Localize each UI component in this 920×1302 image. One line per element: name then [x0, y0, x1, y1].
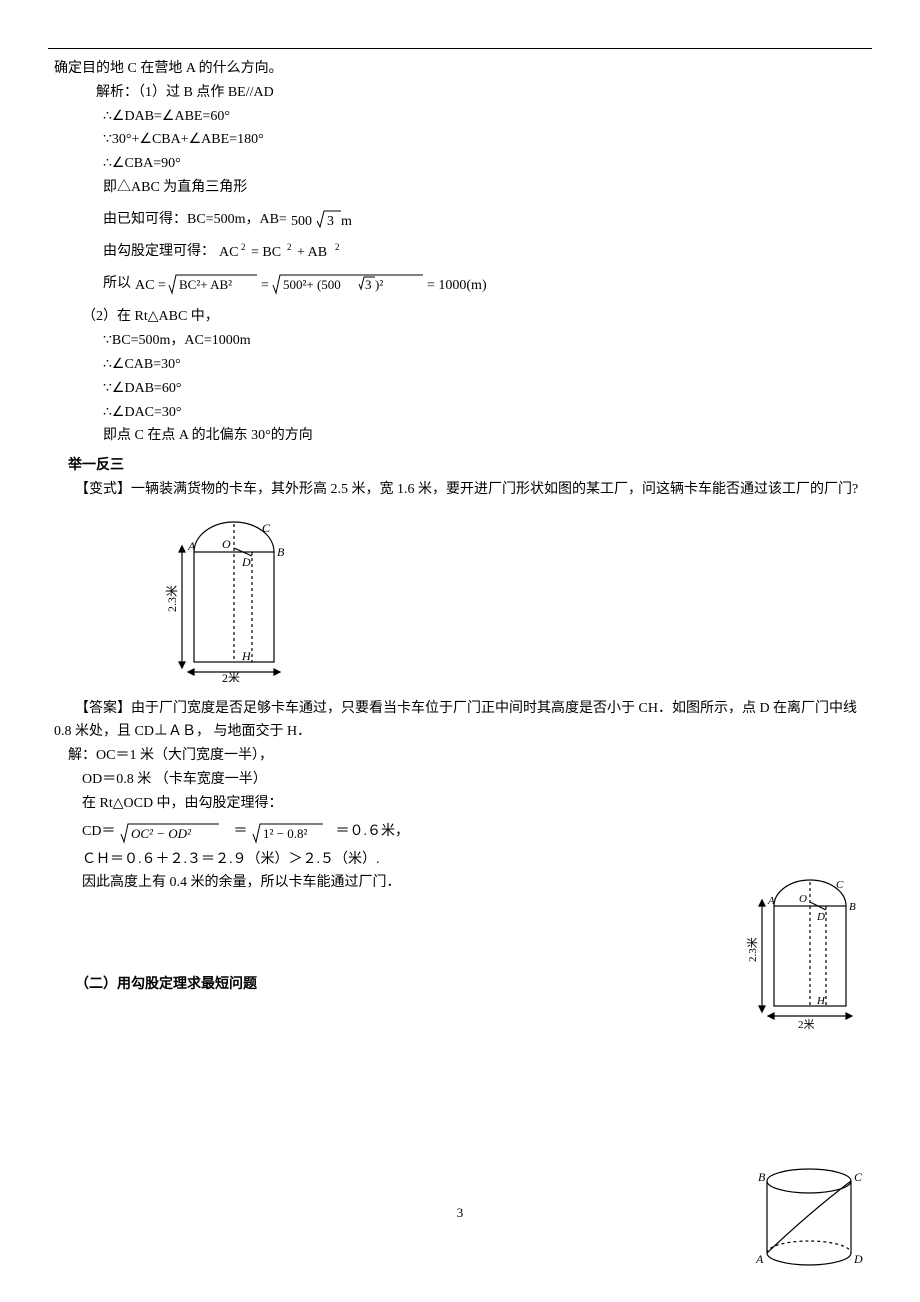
label-B: B — [758, 1170, 766, 1184]
label-H: H — [816, 995, 826, 1007]
svg-text:OC² − OD²: OC² − OD² — [131, 826, 192, 841]
label-width: 2米 — [798, 1018, 815, 1030]
text-line: ∵30°+∠CBA+∠ABE=180° — [54, 128, 866, 152]
svg-text:= BC: = BC — [251, 245, 281, 260]
svg-text:= 1000(m): = 1000(m) — [427, 278, 487, 293]
label-B: B — [277, 545, 285, 559]
svg-text:2: 2 — [241, 242, 246, 252]
section-heading: 举一反三 — [54, 454, 866, 478]
text-line: ∴∠CBA=90° — [54, 152, 866, 176]
formula-line: 由勾股定理可得： AC 2 = BC 2 + AB 2 — [54, 240, 866, 264]
solution-line: ＣＨ＝０.６＋２.３＝２.９（米）＞２.５（米）. — [54, 848, 866, 872]
svg-text:+ AB: + AB — [297, 245, 327, 260]
formula-mid: ＝ — [233, 820, 247, 844]
formula-line: 所以 AC = BC²+ AB² = 500²+ (500 3 )² = 100… — [54, 271, 866, 297]
svg-text:)²: )² — [375, 277, 383, 292]
label-D: D — [853, 1252, 863, 1266]
label-D: D — [816, 911, 825, 923]
answer-text: 【答案】由于厂门宽度是否足够卡车通过，只要看当卡车位于厂门正中间时其高度是否小于… — [54, 697, 866, 745]
svg-text:3: 3 — [327, 214, 334, 229]
formula-prefix: 由已知可得：BC=500m，AB= — [103, 208, 287, 232]
svg-text:AC: AC — [219, 245, 238, 260]
svg-text:2: 2 — [287, 242, 292, 252]
math-ac-eq-1000: AC = BC²+ AB² = 500²+ (500 3 )² = 1000(m… — [135, 271, 505, 297]
label-A: A — [187, 539, 196, 553]
label-height: 2.3米 — [746, 937, 759, 962]
label-C: C — [836, 879, 844, 891]
door-arch-diagram-small: A B C O D H 2.3米 2米 — [746, 870, 864, 1030]
math-sqrt-oc-od: OC² − OD² — [119, 820, 229, 844]
section-heading-b: （二）用勾股定理求最短问题 — [54, 973, 866, 997]
formula-line: 由已知可得：BC=500m，AB= 500 3 m — [54, 208, 866, 232]
content-body: 确定目的地 C 在营地 A 的什么方向。 解析：（1）过 B 点作 BE//AD… — [48, 57, 872, 997]
text-line: ∴∠CAB=30° — [54, 353, 866, 377]
text-line: 即△ABC 为直角三角形 — [54, 176, 866, 200]
label-O: O — [799, 893, 807, 905]
text-line: ∴∠DAC=30° — [54, 401, 866, 425]
label-B: B — [849, 901, 856, 913]
math-500sqrt3: 500 3 m — [291, 209, 371, 231]
label-D: D — [241, 555, 251, 569]
svg-text:500: 500 — [291, 214, 312, 229]
formula-prefix: 由勾股定理可得： — [103, 240, 215, 264]
label-width: 2米 — [222, 671, 240, 682]
formula-line: CD＝ OC² − OD² ＝ 1² − 0.8² ＝０.６米， — [54, 820, 866, 844]
text-line: ∵BC=500m，AC=1000m — [54, 329, 866, 353]
text-line: ∵∠DAB=60° — [54, 377, 866, 401]
page: 确定目的地 C 在营地 A 的什么方向。 解析：（1）过 B 点作 BE//AD… — [0, 0, 920, 1302]
text-line: ∴∠DAB=∠ABE=60° — [54, 105, 866, 129]
text-line: 确定目的地 C 在营地 A 的什么方向。 — [54, 57, 866, 81]
label-C: C — [854, 1170, 863, 1184]
svg-text:2: 2 — [335, 242, 340, 252]
svg-text:1² − 0.8²: 1² − 0.8² — [263, 826, 307, 841]
label-height: 2.3米 — [165, 585, 179, 612]
solution-line: 在 Rt△OCD 中，由勾股定理得： — [54, 792, 866, 816]
solution-line: 因此高度上有 0.4 米的余量，所以卡车能通过厂门． — [54, 871, 866, 895]
formula-prefix: CD＝ — [82, 820, 115, 844]
solution-line: OD＝0.8 米 （卡车宽度一半） — [54, 768, 866, 792]
text-line: 解析：（1）过 B 点作 BE//AD — [54, 81, 866, 105]
door-diagram-center: A B C O D H 2.3米 2米 — [164, 512, 866, 691]
svg-text:m: m — [341, 214, 352, 229]
math-ac2-eq: AC 2 = BC 2 + AB 2 — [219, 240, 389, 262]
page-number: 3 — [0, 1202, 920, 1224]
svg-text:=: = — [261, 278, 269, 293]
svg-text:BC²+ AB²: BC²+ AB² — [179, 277, 232, 292]
label-O: O — [222, 537, 231, 551]
door-diagram-right: A B C O D H 2.3米 2米 — [746, 870, 864, 1039]
math-sqrt-1-08: 1² − 0.8² — [251, 820, 331, 844]
svg-text:3: 3 — [365, 277, 372, 292]
label-C: C — [262, 521, 271, 535]
top-rule — [48, 48, 872, 49]
door-arch-diagram: A B C O D H 2.3米 2米 — [164, 512, 294, 682]
svg-text:AC =: AC = — [135, 278, 166, 293]
label-A: A — [755, 1252, 764, 1266]
solution-line: 解：OC＝1 米（大门宽度一半）， — [54, 744, 866, 768]
svg-text:500²+ (500: 500²+ (500 — [283, 277, 341, 292]
text-line: 即点 C 在点 A 的北偏东 30°的方向 — [54, 424, 866, 448]
label-H: H — [241, 649, 252, 663]
text-line: （2）在 Rt△ABC 中， — [54, 305, 866, 329]
label-A: A — [767, 895, 775, 907]
variant-question: 【变式】一辆装满货物的卡车，其外形高 2.5 米，宽 1.6 米，要开进厂门形状… — [54, 478, 866, 502]
formula-end: ＝０.６米， — [335, 820, 409, 844]
formula-prefix: 所以 — [103, 272, 131, 296]
